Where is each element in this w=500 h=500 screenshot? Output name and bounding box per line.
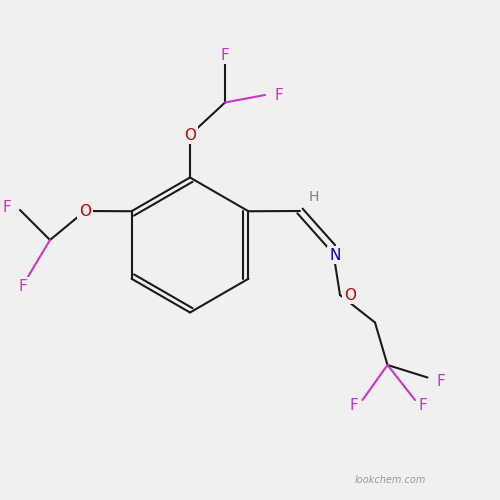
Text: F: F <box>274 88 283 102</box>
Text: F: F <box>18 279 27 294</box>
Text: N: N <box>330 248 340 262</box>
Text: H: H <box>309 190 319 204</box>
Text: lookchem.com: lookchem.com <box>354 475 426 485</box>
Text: O: O <box>344 288 356 302</box>
Text: F: F <box>2 200 11 215</box>
Text: F: F <box>220 48 230 62</box>
Text: F: F <box>436 374 445 388</box>
Text: O: O <box>184 128 196 142</box>
Text: F: F <box>418 398 427 413</box>
Text: F: F <box>350 398 358 413</box>
Text: O: O <box>79 204 91 218</box>
